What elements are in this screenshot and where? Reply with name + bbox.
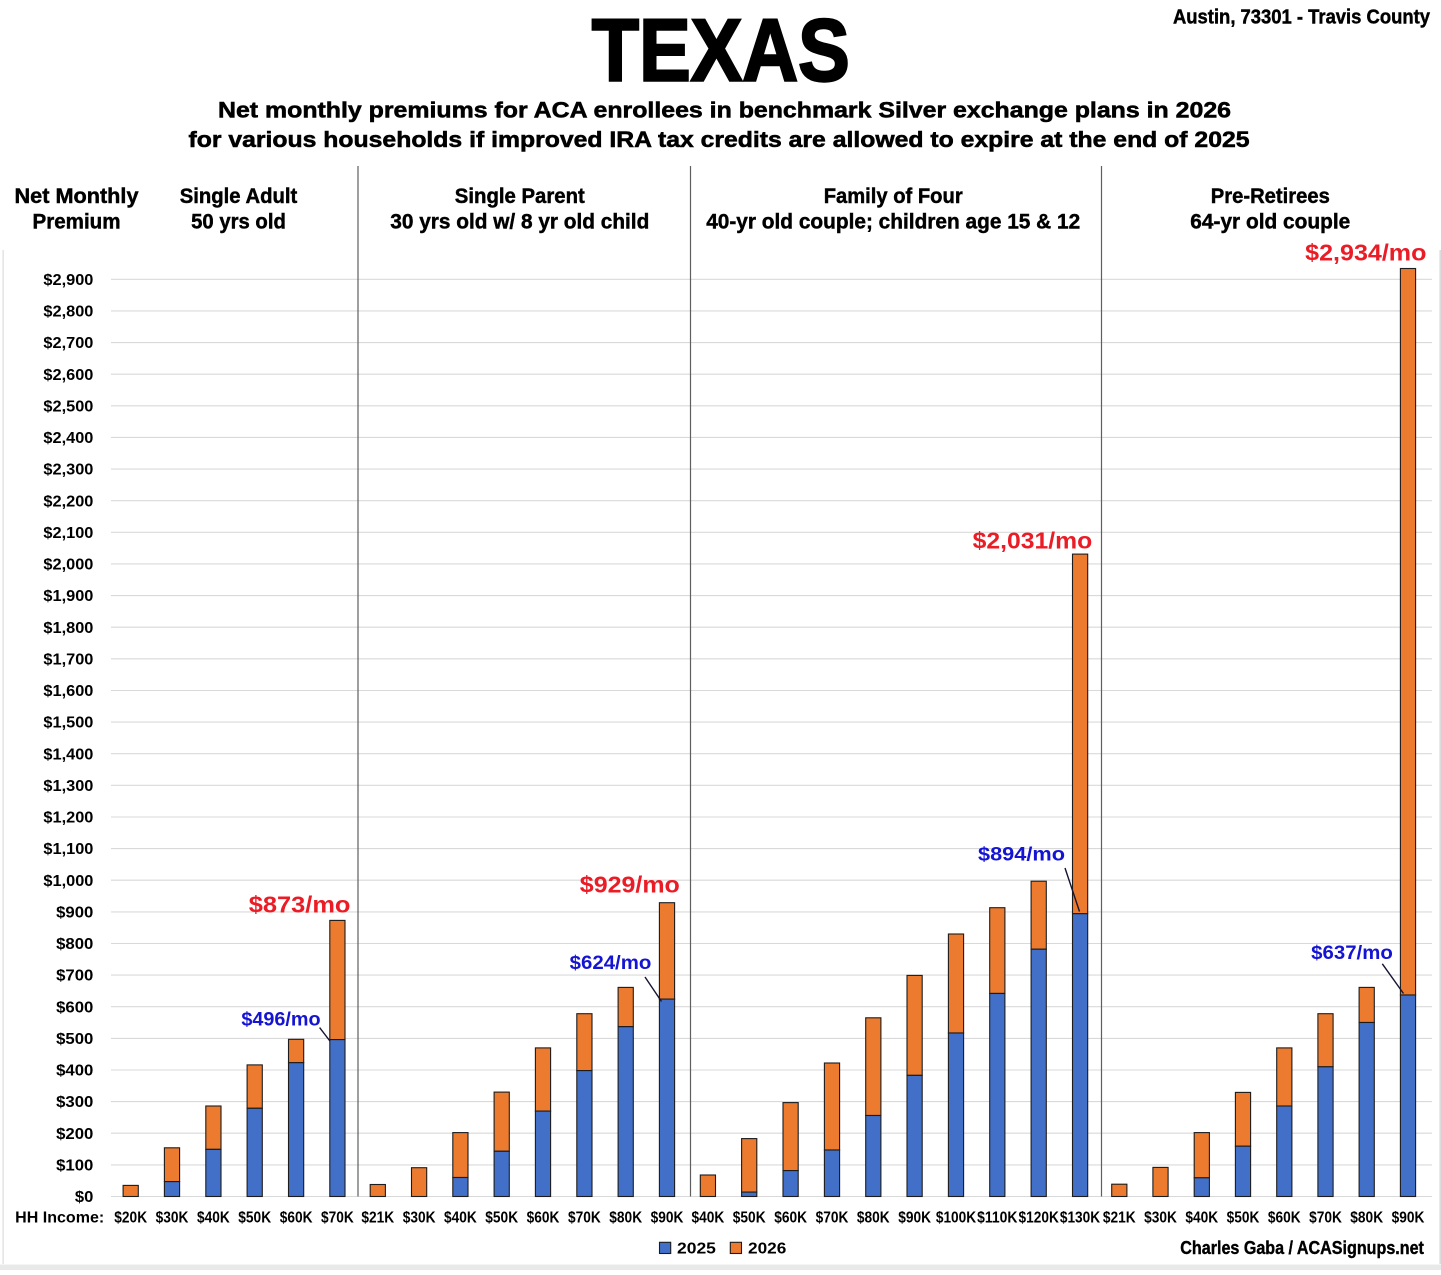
svg-text:$60K: $60K <box>527 1210 560 1227</box>
svg-text:$2,000: $2,000 <box>43 557 93 574</box>
svg-text:$30K: $30K <box>403 1210 436 1227</box>
svg-text:$2,700: $2,700 <box>43 335 93 352</box>
svg-text:$894/mo: $894/mo <box>978 845 1065 866</box>
svg-text:$60K: $60K <box>774 1210 807 1227</box>
svg-text:Family of Four: Family of Four <box>824 184 963 208</box>
svg-text:Austin, 73301 - Travis County: Austin, 73301 - Travis County <box>1173 6 1431 28</box>
svg-text:$50K: $50K <box>485 1210 518 1227</box>
svg-text:$1,100: $1,100 <box>43 841 93 858</box>
svg-text:$50K: $50K <box>733 1210 766 1227</box>
svg-text:$1,600: $1,600 <box>43 683 93 700</box>
svg-text:$800: $800 <box>56 936 94 953</box>
svg-text:$100: $100 <box>56 1158 94 1175</box>
svg-text:$0: $0 <box>75 1189 94 1206</box>
svg-text:$2,900: $2,900 <box>43 272 93 289</box>
svg-text:$400: $400 <box>56 1063 94 1080</box>
svg-text:$70K: $70K <box>568 1210 601 1227</box>
svg-text:$50K: $50K <box>238 1210 271 1227</box>
svg-text:$1,300: $1,300 <box>43 778 93 795</box>
svg-text:$200: $200 <box>56 1126 94 1143</box>
svg-text:$2,100: $2,100 <box>43 525 93 542</box>
svg-text:$873/mo: $873/mo <box>249 892 351 918</box>
svg-text:Net monthly premiums for ACA e: Net monthly premiums for ACA enrollees i… <box>218 97 1231 122</box>
svg-text:$2,800: $2,800 <box>43 304 93 321</box>
svg-text:Single Parent: Single Parent <box>455 184 585 208</box>
svg-text:$40K: $40K <box>197 1210 230 1227</box>
svg-text:$500: $500 <box>56 1031 94 1048</box>
svg-text:$2,400: $2,400 <box>43 430 93 447</box>
svg-text:$40K: $40K <box>692 1210 725 1227</box>
svg-text:$80K: $80K <box>609 1210 642 1227</box>
svg-text:$21K: $21K <box>361 1210 394 1227</box>
svg-text:$90K: $90K <box>1392 1210 1425 1227</box>
svg-text:$60K: $60K <box>1268 1210 1301 1227</box>
svg-text:40-yr old couple; children age: 40-yr old couple; children age 15 & 12 <box>706 210 1080 234</box>
svg-text:$2,934/mo: $2,934/mo <box>1305 240 1426 266</box>
svg-text:$1,900: $1,900 <box>43 588 93 605</box>
svg-text:$624/mo: $624/mo <box>570 953 652 974</box>
svg-text:TEXAS: TEXAS <box>592 0 850 99</box>
svg-text:$1,800: $1,800 <box>43 620 93 637</box>
svg-text:Net Monthly: Net Monthly <box>15 184 139 208</box>
svg-text:$2,200: $2,200 <box>43 493 93 510</box>
svg-text:$50K: $50K <box>1227 1210 1260 1227</box>
svg-text:$70K: $70K <box>321 1210 354 1227</box>
svg-text:$637/mo: $637/mo <box>1311 943 1393 964</box>
svg-text:$90K: $90K <box>898 1210 931 1227</box>
svg-text:$60K: $60K <box>280 1210 313 1227</box>
svg-text:Charles Gaba / ACASignups.net: Charles Gaba / ACASignups.net <box>1180 1237 1424 1258</box>
svg-text:$80K: $80K <box>857 1210 890 1227</box>
svg-text:30 yrs old w/ 8 yr old child: 30 yrs old w/ 8 yr old child <box>390 210 649 234</box>
svg-text:$2,031/mo: $2,031/mo <box>973 528 1093 554</box>
svg-text:$40K: $40K <box>444 1210 477 1227</box>
svg-text:$1,000: $1,000 <box>43 873 93 890</box>
svg-text:$1,700: $1,700 <box>43 651 93 668</box>
svg-text:Single Adult: Single Adult <box>180 184 298 208</box>
svg-text:$70K: $70K <box>816 1210 849 1227</box>
svg-text:$40K: $40K <box>1185 1210 1218 1227</box>
svg-text:$70K: $70K <box>1309 1210 1342 1227</box>
svg-text:2025: 2025 <box>677 1240 716 1257</box>
svg-text:$21K: $21K <box>1103 1210 1136 1227</box>
svg-text:$90K: $90K <box>651 1210 684 1227</box>
svg-text:$1,500: $1,500 <box>43 715 93 732</box>
svg-text:50 yrs old: 50 yrs old <box>191 210 286 234</box>
svg-text:Premium: Premium <box>33 210 121 234</box>
svg-text:$130K: $130K <box>1060 1210 1101 1227</box>
svg-text:$2,300: $2,300 <box>43 462 93 479</box>
svg-text:$2,600: $2,600 <box>43 367 93 384</box>
svg-text:$30K: $30K <box>1144 1210 1177 1227</box>
svg-text:2026: 2026 <box>748 1240 787 1257</box>
svg-text:$600: $600 <box>56 999 94 1016</box>
svg-text:$30K: $30K <box>156 1210 189 1227</box>
svg-text:$2,500: $2,500 <box>43 398 93 415</box>
svg-text:$700: $700 <box>56 968 94 985</box>
svg-text:$1,200: $1,200 <box>43 810 93 827</box>
svg-text:$120K: $120K <box>1019 1210 1060 1227</box>
svg-text:$20K: $20K <box>114 1210 147 1227</box>
svg-text:$100K: $100K <box>936 1210 977 1227</box>
svg-text:$496/mo: $496/mo <box>241 1009 320 1030</box>
svg-text:$110K: $110K <box>977 1210 1018 1227</box>
svg-text:$300: $300 <box>56 1094 94 1111</box>
svg-text:HH Income:: HH Income: <box>15 1210 104 1227</box>
svg-text:64-yr old couple: 64-yr old couple <box>1190 210 1350 234</box>
svg-text:for various households if impr: for various households if improved IRA t… <box>189 127 1250 152</box>
svg-text:$1,400: $1,400 <box>43 746 93 763</box>
svg-text:$929/mo: $929/mo <box>580 872 680 898</box>
svg-text:$80K: $80K <box>1350 1210 1383 1227</box>
svg-text:Pre-Retirees: Pre-Retirees <box>1211 184 1330 208</box>
svg-text:$900: $900 <box>56 905 94 922</box>
